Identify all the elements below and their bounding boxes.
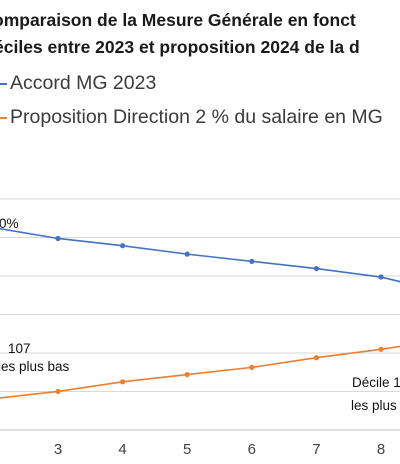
- annotation-high-line2: les plus: [351, 398, 397, 413]
- chart-title-line-2: éciles entre 2023 et proposition 2024 de…: [0, 37, 360, 57]
- legend-item-proposition: Proposition Direction 2 % du salaire en …: [0, 106, 383, 129]
- series-line-0: [0, 227, 400, 283]
- series-lines: [0, 227, 400, 399]
- annotation-low-text: les plus bas: [0, 359, 70, 374]
- annotation-high-line1: Décile 1: [352, 375, 400, 390]
- data-point: [184, 371, 190, 378]
- chart-title-line-1: omparaison de la Mesure Générale en fonc…: [0, 10, 356, 30]
- x-tick-labels: 3 4 5 6 7 8: [54, 441, 385, 458]
- data-point: [378, 346, 384, 352]
- data-point: [55, 235, 61, 242]
- annotation-low-value: 107: [8, 341, 31, 356]
- annotation-percent: 0%: [0, 216, 19, 231]
- x-tick-label: 6: [248, 441, 256, 458]
- x-tick-label: 5: [183, 441, 191, 458]
- data-point: [120, 243, 126, 249]
- data-point: [313, 265, 319, 272]
- x-tick-label: 4: [118, 441, 126, 458]
- legend-swatch-accord: [0, 82, 7, 85]
- data-point: [184, 251, 190, 257]
- legend-label-accord: Accord MG 2023: [10, 72, 157, 94]
- legend-item-accord: Accord MG 2023: [0, 72, 156, 95]
- series-points: [55, 235, 384, 395]
- data-point: [120, 379, 126, 385]
- legend-label-proposition: Proposition Direction 2 % du salaire en …: [10, 106, 383, 128]
- data-point: [55, 388, 61, 395]
- x-tick-label: 8: [377, 441, 385, 458]
- gridlines: [0, 198, 400, 431]
- data-point: [249, 258, 255, 264]
- legend-swatch-proposition: [0, 116, 7, 119]
- data-point: [249, 364, 255, 370]
- series-line-1: [0, 345, 400, 399]
- x-tick-label: 7: [312, 441, 320, 458]
- data-point: [313, 355, 319, 361]
- x-tick-label: 3: [54, 441, 62, 458]
- data-point: [378, 274, 384, 280]
